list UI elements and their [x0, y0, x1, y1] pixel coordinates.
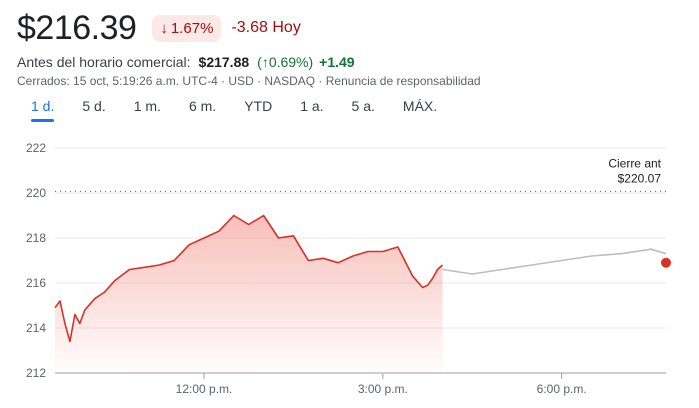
- y-tick-label: 216: [26, 276, 46, 290]
- tab-6m[interactable]: 6 m.: [188, 98, 217, 114]
- tab-ytd[interactable]: YTD: [244, 98, 273, 114]
- market-status: Cerrados: 15 oct, 5:19:26 a.m. UTC-4 · U…: [17, 74, 481, 88]
- premarket-paren: (: [257, 54, 262, 70]
- premarket-percent: (↑0.69%): [257, 54, 313, 70]
- premarket-percent-value: 0.69%): [268, 54, 314, 70]
- previous-close-label: Cierre ant: [608, 156, 661, 170]
- range-tabs: 1 d. 5 d. 1 m. 6 m. YTD 1 a. 5 a. MÁX.: [17, 98, 451, 122]
- last-price-dot: [661, 257, 671, 268]
- premarket-absolute: +1.49: [319, 54, 355, 70]
- price-chart[interactable]: 222 220 218 216 214 212 12:00 p.m. 3:00 p.m. 6:…: [0, 135, 699, 408]
- quote-header: $216.39 ↓ 1.67% -3.68 Hoy: [17, 6, 301, 50]
- previous-close-value: $220.07: [618, 171, 662, 185]
- change-percent: 1.67%: [170, 19, 214, 37]
- tab-5y[interactable]: 5 a.: [351, 98, 375, 114]
- down-arrow-icon: ↓: [160, 19, 168, 37]
- change-percent-badge: ↓ 1.67%: [152, 14, 222, 42]
- y-tick-label: 212: [26, 366, 46, 380]
- after-hours-line: [442, 248, 667, 275]
- y-tick-label: 218: [26, 231, 46, 245]
- current-price: $216.39: [17, 8, 137, 47]
- tab-1m[interactable]: 1 m.: [133, 98, 161, 114]
- change-absolute: -3.68 Hoy: [231, 19, 301, 36]
- y-tick-label: 220: [26, 186, 46, 200]
- tab-max[interactable]: MÁX.: [402, 98, 438, 114]
- premarket-row: Antes del horario comercial: $217.88 (↑0…: [17, 54, 355, 70]
- x-tick-label: 12:00 p.m.: [176, 382, 233, 396]
- y-tick-label: 214: [26, 321, 46, 335]
- regular-session-area: [55, 215, 443, 373]
- tab-1y[interactable]: 1 a.: [300, 98, 324, 114]
- x-tick-label: 6:00 p.m.: [537, 382, 587, 396]
- y-axis: 222 220 218 216 214 212: [26, 141, 46, 380]
- regular-session-line: [54, 214, 444, 343]
- up-arrow-icon: ↑: [261, 54, 269, 70]
- premarket-price: $217.88: [198, 54, 250, 70]
- y-tick-label: 222: [26, 141, 46, 155]
- tab-1d[interactable]: 1 d.: [17, 98, 68, 122]
- x-axis: 12:00 p.m. 3:00 p.m. 6:00 p.m.: [176, 373, 587, 396]
- tab-5d[interactable]: 5 d.: [82, 98, 106, 114]
- premarket-label: Antes del horario comercial:: [17, 54, 191, 70]
- x-tick-label: 3:00 p.m.: [358, 382, 408, 396]
